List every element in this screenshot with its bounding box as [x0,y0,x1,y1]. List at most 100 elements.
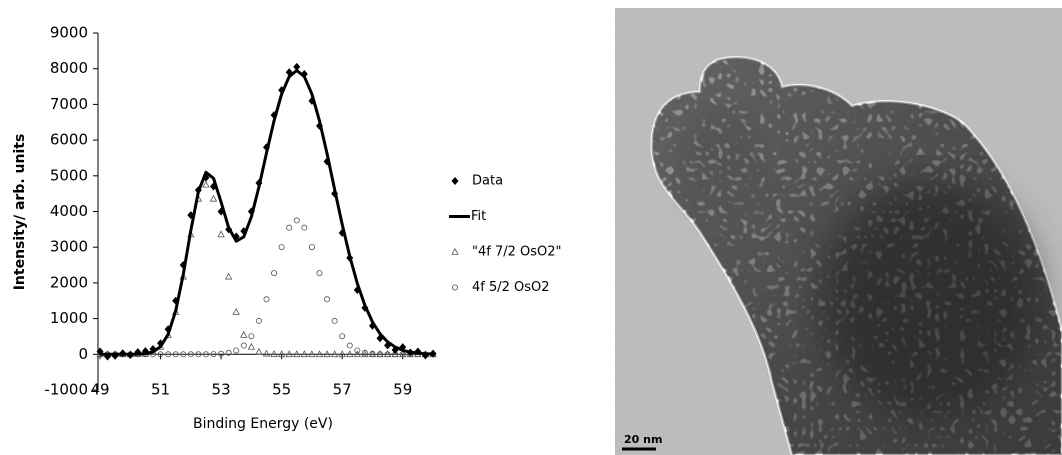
y-tick-label: 2000 [50,273,88,291]
point [141,347,149,356]
point [180,351,187,358]
x-tick-label: 55 [272,381,291,399]
y-tick-label: 9000 [50,24,88,42]
point [248,333,255,340]
point [232,307,240,315]
point [240,330,248,338]
point [308,350,316,358]
point [339,333,346,340]
y-axis-title: Intensity/ arb. units [12,134,28,291]
point [346,342,353,349]
point [277,350,286,358]
point [157,351,164,358]
point [323,157,331,166]
point [210,351,217,358]
legend-label: Data [472,174,503,189]
point [338,350,346,358]
legend-label: 4f 5/2 OsO2 [472,280,550,295]
x-axis-title: Binding Energy (eV) [193,416,333,432]
point [210,182,218,191]
point [96,347,104,356]
point [316,270,323,277]
point [126,351,134,360]
x-tick-label: 53 [212,381,231,399]
y-tick-label: 6000 [50,131,88,149]
point [323,350,331,358]
x-tick-label: 59 [393,381,412,399]
point [286,224,293,231]
point [399,343,407,352]
point [194,186,202,195]
point [224,272,233,280]
point [353,350,361,358]
point [324,296,331,303]
point [179,261,187,270]
point [293,62,301,71]
point [346,350,354,358]
point [399,350,407,358]
point [308,244,315,251]
point [330,350,339,358]
point [240,342,247,349]
point [187,211,195,220]
point [391,350,399,358]
point [202,180,210,188]
point [271,270,278,277]
point [232,232,240,241]
point [225,225,233,234]
point [255,347,263,355]
x-tick-label: 51 [151,381,170,399]
point [361,349,368,356]
point [285,350,293,358]
point [376,334,384,343]
point [353,286,361,295]
point [368,350,377,358]
y-tick-label: 3000 [50,238,88,256]
nanoparticles [651,57,1062,455]
legend-swatch [451,177,459,185]
x-tick-label: 49 [90,381,109,399]
point [361,350,369,358]
fit-line [100,68,434,356]
point [278,244,285,251]
point [421,351,429,360]
point [270,350,278,357]
point [278,86,286,95]
point [202,173,210,182]
point [383,350,392,358]
y-tick-label: 4000 [50,202,88,220]
point [134,348,142,357]
point [217,207,225,216]
point [209,194,218,202]
y-tick-label: 8000 [50,59,88,77]
point [149,344,157,353]
point [429,349,437,358]
xps-chart: Binding Energy (eV) Intensity/ arb. unit… [12,24,562,433]
point [300,350,309,358]
y-tick-label: 0 [78,345,88,363]
point [293,350,301,358]
point [164,325,172,334]
legend-swatch [451,247,459,255]
point [301,224,308,231]
point [384,341,392,350]
point [195,351,202,358]
point [247,207,255,216]
point [119,349,127,358]
point [300,70,308,79]
point [172,296,180,305]
point [225,349,232,356]
micrograph: 20 nm [615,8,1062,455]
x-tick-label: 57 [333,381,352,399]
point [331,317,338,324]
point [187,351,194,358]
legend-label: "4f 7/2 OsO2" [472,245,562,260]
point [172,351,179,358]
point [165,351,172,358]
scale-label: 20 nm [624,433,662,446]
legend-label: Fit [471,209,486,224]
point [111,351,119,360]
point [263,143,270,152]
point [376,350,384,358]
